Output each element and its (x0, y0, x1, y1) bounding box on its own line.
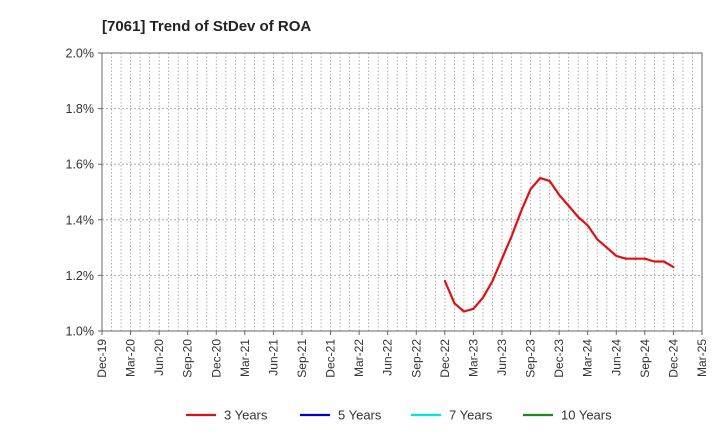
x-tick-label: Mar-24 (581, 339, 595, 377)
x-tick-label: Mar-20 (124, 339, 138, 377)
grid-lines (102, 53, 702, 331)
x-tick-label: Mar-21 (238, 339, 252, 377)
x-tick-label: Jun-23 (495, 339, 509, 376)
legend-label: 7 Years (449, 408, 493, 423)
x-tick-label: Sep-23 (524, 339, 538, 378)
y-tick-label: 1.2% (66, 269, 95, 283)
x-tick-label: Sep-22 (409, 339, 423, 378)
x-tick-label: Jun-20 (152, 339, 166, 376)
y-tick-label: 1.0% (66, 325, 95, 339)
x-tick-label: Mar-22 (352, 339, 366, 377)
x-tick-label: Sep-21 (295, 339, 309, 378)
y-tick-label: 2.0% (66, 47, 95, 61)
chart-title: [7061] Trend of StDev of ROA (102, 18, 311, 35)
x-tick-label: Dec-23 (552, 339, 566, 378)
x-tick-label: Dec-21 (324, 339, 338, 378)
y-tick-label: 1.8% (66, 102, 95, 116)
legend-label: 10 Years (561, 408, 612, 423)
series-line (443, 177, 675, 313)
x-tick-label: Jun-22 (381, 339, 395, 376)
x-tick-label: Sep-20 (181, 339, 195, 378)
x-tick-label: Mar-25 (695, 339, 709, 377)
series-lines (443, 177, 675, 313)
y-axis-ticks: 1.0% 1.2% 1.4% 1.6% 1.8% 2.0% (66, 47, 102, 339)
x-tick-label: Dec-22 (438, 339, 452, 378)
x-tick-label: Dec-24 (666, 339, 680, 378)
x-tick-label: Jun-24 (609, 339, 623, 376)
y-tick-label: 1.4% (66, 213, 95, 227)
y-tick-label: 1.6% (66, 158, 95, 172)
legend-label: 3 Years (224, 408, 268, 423)
plot-area (101, 52, 703, 332)
x-tick-label: Sep-24 (638, 339, 652, 378)
x-tick-label: Dec-20 (209, 339, 223, 378)
x-tick-label: Jun-21 (266, 339, 280, 376)
x-axis-ticks: Dec-19 Mar-20 Jun-20 Sep-20 Dec-20 Mar-21 Jun-… (95, 331, 709, 378)
x-tick-label: Dec-19 (95, 339, 109, 378)
x-tick-label: Mar-23 (466, 339, 480, 377)
legend-label: 5 Years (338, 408, 382, 423)
legend: 3 Years 5 Years 7 Years 10 Years (186, 408, 612, 423)
